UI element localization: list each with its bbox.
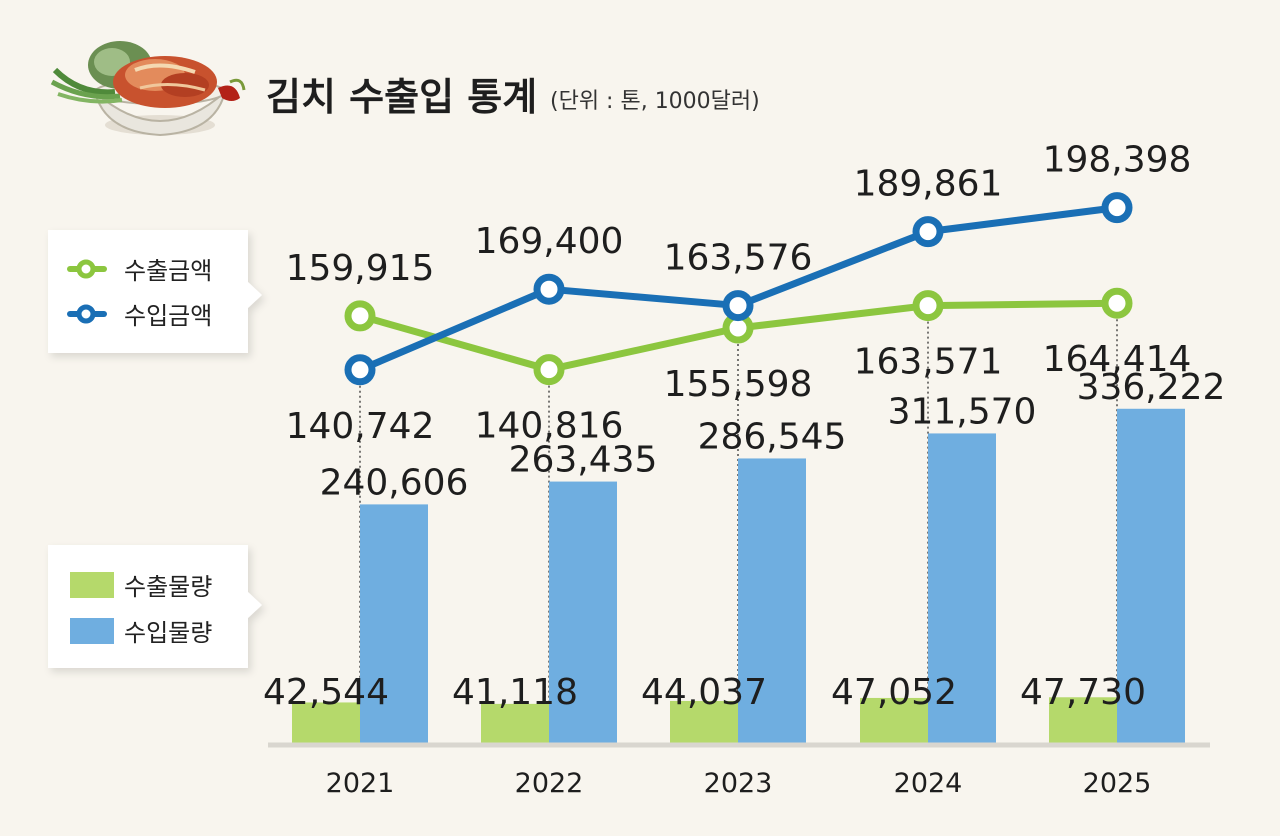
data-label-import-volume-2021: 240,606 <box>320 462 469 503</box>
legend-label-export-volume: 수출물량 <box>124 573 212 601</box>
legend-item-export-amount: 수출금액 <box>67 257 212 285</box>
data-label-export-amount-2025: 164,414 <box>1043 339 1192 380</box>
bar-export-volume-2021 <box>292 702 360 745</box>
data-label-export-volume-2021: 42,544 <box>263 672 389 713</box>
bar-export-volume-2024 <box>860 697 928 745</box>
bar-export-volume-2023 <box>670 700 738 745</box>
bar-import-volume-2025 <box>1117 408 1185 745</box>
bar-import-volume-2023 <box>738 458 806 745</box>
data-label-import-amount-2025: 198,398 <box>1043 140 1192 181</box>
bar-import-volume-2021 <box>360 504 428 745</box>
legend-item-import-amount: 수입금액 <box>67 302 212 330</box>
bar-import-volume-2024 <box>928 433 996 745</box>
data-label-import-volume-2025: 336,222 <box>1077 367 1226 408</box>
data-label-export-volume-2025: 47,730 <box>1020 672 1146 713</box>
data-label-import-volume-2022: 263,435 <box>509 440 658 481</box>
point-export-amount-2022 <box>533 354 565 386</box>
bar-export-volume-2025 <box>1049 697 1117 745</box>
chart-title: 김치 수출입 통계 <box>266 75 537 119</box>
data-label-export-amount-2024: 163,571 <box>854 342 1003 383</box>
data-label-export-volume-2024: 47,052 <box>831 672 957 713</box>
x-tick-label-2022: 2022 <box>515 768 584 799</box>
kimchi-bowl-illustration <box>50 41 246 137</box>
plot-area: 2021 2022 2023 2024 2025 42,544 240,606 41,118 2… <box>263 140 1225 799</box>
data-label-export-amount-2023: 155,598 <box>664 364 813 405</box>
legend-item-export-volume: 수출물량 <box>70 572 212 601</box>
x-tick-label-2024: 2024 <box>894 768 963 799</box>
point-import-amount-2023 <box>722 290 754 322</box>
legend-label-import-amount: 수입금액 <box>124 302 212 330</box>
data-label-export-amount-2021: 159,915 <box>286 248 435 289</box>
data-label-export-amount-2022: 140,816 <box>475 406 624 447</box>
point-import-amount-2024 <box>912 216 944 248</box>
data-label-import-volume-2023: 286,545 <box>698 416 847 457</box>
x-tick-label-2025: 2025 <box>1083 768 1152 799</box>
data-label-import-amount-2021: 140,742 <box>286 406 435 447</box>
legend-lines: 수출금액 수입금액 <box>48 230 262 353</box>
point-import-amount-2021 <box>344 354 376 386</box>
data-label-import-amount-2024: 189,861 <box>854 164 1003 205</box>
x-tick-label-2023: 2023 <box>704 768 773 799</box>
legend-label-import-volume: 수입물량 <box>124 619 212 647</box>
legend-label-export-amount: 수출금액 <box>124 257 212 285</box>
point-export-amount-2024 <box>912 290 944 322</box>
bar-import-volume-2022 <box>549 481 617 745</box>
data-label-import-amount-2022: 169,400 <box>475 221 624 262</box>
legend-item-import-volume: 수입물량 <box>70 618 212 647</box>
chart-unit: (단위 : 톤, 1000달러) <box>550 89 760 114</box>
point-import-amount-2022 <box>533 273 565 305</box>
point-export-amount-2021 <box>344 300 376 332</box>
data-label-export-volume-2022: 41,118 <box>452 672 578 713</box>
data-label-import-amount-2023: 163,576 <box>664 238 813 279</box>
point-export-amount-2025 <box>1101 287 1133 319</box>
data-label-import-volume-2024: 311,570 <box>888 391 1037 432</box>
legend-bars: 수출물량 수입물량 <box>48 545 262 668</box>
point-import-amount-2025 <box>1101 192 1133 224</box>
x-tick-label-2021: 2021 <box>326 768 395 799</box>
bar-export-volume-2022 <box>481 703 549 745</box>
data-label-export-volume-2023: 44,037 <box>641 672 767 713</box>
